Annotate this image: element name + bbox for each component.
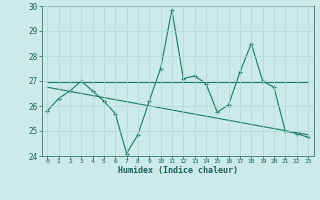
X-axis label: Humidex (Indice chaleur): Humidex (Indice chaleur) <box>118 166 237 175</box>
